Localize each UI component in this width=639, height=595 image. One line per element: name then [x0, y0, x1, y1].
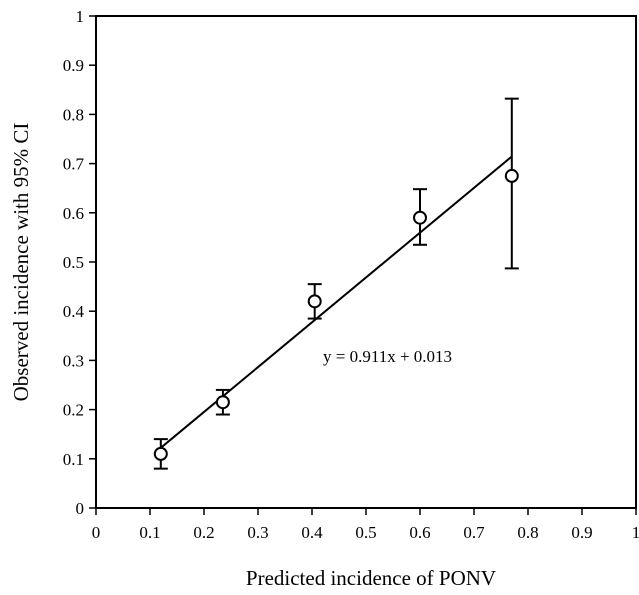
x-tick-label: 0.6	[409, 523, 430, 542]
x-tick-label: 1	[632, 523, 639, 542]
x-tick-label: 0.7	[463, 523, 485, 542]
y-tick-label: 0.6	[63, 204, 84, 223]
y-tick-label: 1	[76, 7, 85, 26]
data-point	[153, 446, 168, 461]
x-tick-label: 0.2	[193, 523, 214, 542]
y-tick-label: 0.5	[63, 253, 84, 272]
y-tick-label: 0.1	[63, 450, 84, 469]
x-tick-label: 0.3	[247, 523, 268, 542]
y-axis-title: Observed incidence with 95% CI	[9, 123, 33, 402]
x-tick-label: 0.1	[139, 523, 160, 542]
y-tick-label: 0.3	[63, 351, 84, 370]
data-point	[504, 168, 519, 183]
trendline-equation: y = 0.911x + 0.013	[323, 347, 452, 366]
x-tick-label: 0.9	[571, 523, 592, 542]
y-tick-label: 0	[76, 499, 85, 518]
x-tick-label: 0.4	[301, 523, 323, 542]
x-axis-title: Predicted incidence of PONV	[246, 566, 496, 590]
y-tick-label: 0.8	[63, 105, 84, 124]
data-point	[215, 395, 230, 410]
x-tick-label: 0.8	[517, 523, 538, 542]
data-point	[307, 294, 322, 309]
x-tick-label: 0.5	[355, 523, 376, 542]
y-tick-label: 0.2	[63, 401, 84, 420]
y-tick-label: 0.4	[63, 302, 85, 321]
x-tick-label: 0	[92, 523, 101, 542]
y-tick-label: 0.7	[63, 155, 85, 174]
y-tick-label: 0.9	[63, 56, 84, 75]
plot-layer: 0 0.1 0.2 0.3 0.4 0.5 0.6 0.7 0.8 0.9 1 0 0.1 0.2 0.3 0…	[63, 7, 639, 542]
data-point	[413, 210, 427, 225]
